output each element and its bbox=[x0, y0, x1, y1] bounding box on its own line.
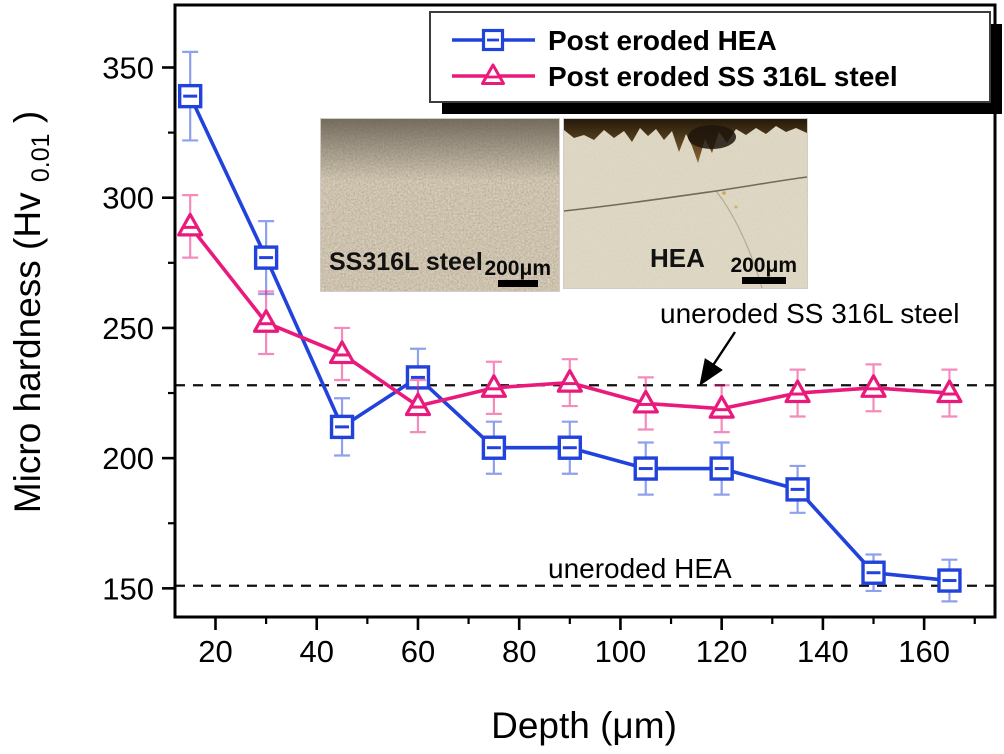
ss316l-scale: 200μm bbox=[484, 258, 551, 287]
x-tick-label: 160 bbox=[898, 634, 950, 669]
data-series bbox=[177, 50, 963, 603]
legend-symbol-hea bbox=[452, 28, 535, 52]
x-tick-label: 20 bbox=[198, 634, 232, 669]
legend: Post eroded HEA Post eroded SS 316L stee… bbox=[429, 11, 1002, 114]
y-tick-label: 200 bbox=[102, 441, 154, 476]
plot-border bbox=[173, 3, 997, 619]
hea-scale-label: 200μm bbox=[730, 254, 797, 277]
hea-micrograph-texture bbox=[564, 119, 807, 288]
ss316l-scale-bar bbox=[497, 280, 538, 287]
legend-label-hea: Post eroded HEA bbox=[548, 25, 777, 56]
uneroded-hea-label: uneroded HEA bbox=[548, 553, 732, 584]
hea-eroded-surface bbox=[564, 119, 807, 163]
hea-crack-branch bbox=[715, 190, 763, 288]
x-tick-label: 60 bbox=[401, 634, 435, 669]
marker-triangle bbox=[784, 379, 811, 404]
marker-triangle bbox=[404, 392, 432, 417]
legend-label-ss316l: Post eroded SS 316L steel bbox=[548, 61, 898, 92]
marker-triangle bbox=[480, 374, 507, 398]
y-axis-title-main: Micro hardness (Hv bbox=[7, 192, 48, 513]
hea-crack-speck bbox=[722, 191, 726, 195]
annotation-arrow bbox=[699, 331, 737, 387]
legend-box bbox=[429, 11, 991, 103]
hea-scale: 200μm bbox=[730, 255, 797, 284]
annotation-uneroded-hea: uneroded HEA bbox=[548, 553, 732, 584]
ss316l-inset-label: SS316L steel bbox=[329, 248, 483, 276]
x-axis-title: Depth (μm) bbox=[491, 705, 677, 746]
y-tick-label: 250 bbox=[102, 311, 154, 346]
series-triangle bbox=[177, 194, 963, 434]
y-axis-title-subscript: 0.01 bbox=[27, 133, 55, 182]
marker-triangle bbox=[253, 309, 280, 333]
hea-grain bbox=[564, 119, 807, 288]
marker-triangle bbox=[632, 389, 659, 414]
marker-triangle bbox=[936, 379, 963, 404]
x-tick-label: 120 bbox=[696, 634, 748, 669]
inset-micrograph-hea: HEA 200μm bbox=[564, 119, 807, 288]
hea-inset-label: HEA bbox=[650, 243, 705, 273]
axes: 20 40 60 80 100 120 140 160 150 200 250 300 350 bbox=[102, 3, 997, 669]
hea-crack-speck bbox=[734, 205, 738, 209]
y-axis-title: Micro hardness (Hv 0.01 ) bbox=[7, 111, 57, 513]
ss316l-micrograph-texture bbox=[321, 119, 559, 291]
legend-marker-triangle bbox=[481, 63, 505, 85]
legend-symbol-ss316l bbox=[452, 63, 535, 85]
hea-erosion-pit bbox=[688, 125, 736, 149]
y-tick-label: 300 bbox=[102, 181, 154, 216]
x-tick-label: 40 bbox=[299, 634, 333, 669]
annotation-uneroded-ss316l: uneroded SS 316L steel bbox=[660, 298, 959, 387]
hea-crack bbox=[564, 176, 807, 212]
series-square bbox=[177, 50, 962, 603]
hea-scale-bar bbox=[741, 277, 786, 284]
marker-triangle bbox=[860, 374, 887, 398]
x-tick-label: 140 bbox=[797, 634, 849, 669]
uneroded-ss316l-label: uneroded SS 316L steel bbox=[660, 298, 959, 329]
marker-triangle bbox=[177, 212, 204, 237]
inset-micrograph-ss316l: SS316L steel 200μm bbox=[321, 119, 559, 291]
marker-triangle bbox=[708, 395, 735, 419]
x-tick-label: 100 bbox=[595, 634, 647, 669]
ss316l-scale-label: 200μm bbox=[484, 257, 551, 280]
ss316l-top-band bbox=[321, 119, 559, 181]
y-tick-label: 350 bbox=[102, 51, 154, 86]
y-tick-label: 150 bbox=[102, 571, 154, 606]
marker-triangle bbox=[328, 340, 356, 365]
marker-triangle bbox=[556, 369, 583, 393]
x-tick-label: 80 bbox=[502, 634, 536, 669]
y-axis-title-close: ) bbox=[7, 111, 48, 123]
